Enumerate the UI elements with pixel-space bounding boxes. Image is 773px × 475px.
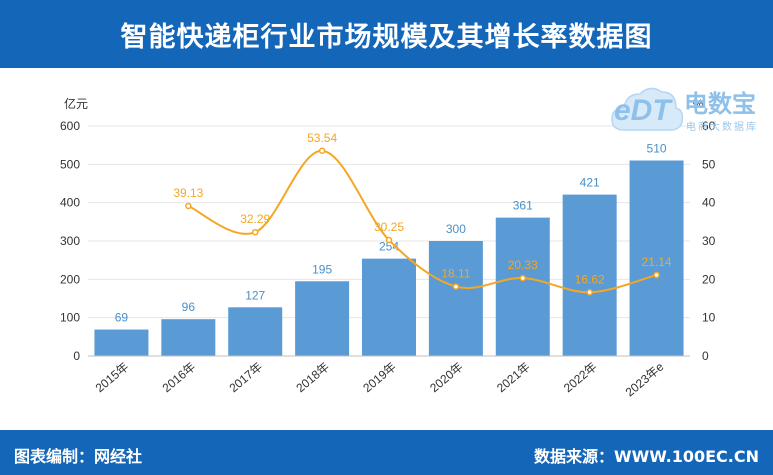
logo-brand: 电数宝 xyxy=(684,90,756,118)
y-right-tick-label: 30 xyxy=(702,234,716,248)
y-right-axis-label: % xyxy=(693,97,704,111)
growth-rate-label: 16.62 xyxy=(575,272,605,286)
bar xyxy=(161,319,216,356)
bar-value-label: 195 xyxy=(312,262,332,276)
bar xyxy=(495,217,550,356)
bar-value-label: 69 xyxy=(115,311,129,325)
x-tick-label: 2020年 xyxy=(427,360,466,396)
y-tick-label: 600 xyxy=(60,119,80,133)
bar-value-label: 300 xyxy=(446,222,466,236)
y-right-tick-label: 50 xyxy=(702,157,716,171)
y-tick-label: 300 xyxy=(60,234,80,248)
bar-value-label: 254 xyxy=(379,240,399,254)
growth-rate-point xyxy=(385,236,393,244)
growth-rate-point xyxy=(519,274,527,282)
growth-rate-point xyxy=(251,228,259,236)
y-tick-label: 0 xyxy=(73,349,80,363)
x-tick-label: 2019年 xyxy=(360,360,399,396)
growth-rate-point xyxy=(586,289,593,296)
data-source: 数据来源：WWW.100EC.CN xyxy=(533,447,759,466)
x-tick-label: 2016年 xyxy=(160,360,199,396)
growth-rate-label: 32.29 xyxy=(240,212,270,226)
x-tick-label: 2022年 xyxy=(561,360,600,396)
bar xyxy=(562,194,617,356)
chart-credit: 图表编制：网经社 xyxy=(14,447,143,466)
y-right-tick-label: 0 xyxy=(702,349,709,363)
growth-rate-line xyxy=(187,149,657,294)
logo: eDT 电数宝 电商大数据库 xyxy=(610,80,770,140)
logo-mark: eDT xyxy=(614,94,671,127)
bar-value-label: 127 xyxy=(245,288,265,302)
y-tick-label: 400 xyxy=(60,196,80,210)
title-banner: 智能快递柜行业市场规模及其增长率数据图 xyxy=(0,0,773,68)
x-tick-label: 2021年 xyxy=(494,360,533,396)
growth-rate-label: 18.11 xyxy=(441,267,470,281)
x-tick-label: 2023年e xyxy=(623,359,667,399)
x-tick-label: 2017年 xyxy=(227,360,266,396)
y-tick-label: 100 xyxy=(60,311,80,325)
growth-rate-label: 21.14 xyxy=(642,255,672,269)
page-title: 智能快递柜行业市场规模及其增长率数据图 xyxy=(120,21,653,53)
growth-rate-label: 39.13 xyxy=(173,186,203,200)
y-right-tick-label: 40 xyxy=(702,196,716,210)
x-tick-label: 2015年 xyxy=(93,360,132,396)
bar-value-label: 361 xyxy=(513,199,533,213)
bar-value-label: 510 xyxy=(647,142,667,156)
footer-banner: 图表编制：网经社 数据来源：WWW.100EC.CN xyxy=(0,430,773,475)
cloud-icon xyxy=(611,87,684,131)
y-right-tick-label: 60 xyxy=(702,119,716,133)
growth-rate-label: 30.25 xyxy=(374,220,404,234)
growth-rate-label: 53.54 xyxy=(307,131,337,145)
bar xyxy=(295,281,350,356)
growth-rate-point xyxy=(452,283,460,290)
y-tick-label: 200 xyxy=(60,272,80,286)
logo-subtitle: 电商大数据库 xyxy=(686,122,758,133)
y-right-tick-label: 10 xyxy=(702,311,716,325)
growth-rate-point xyxy=(185,202,192,210)
growth-rate-point xyxy=(318,147,326,155)
y-right-tick-label: 20 xyxy=(702,272,716,286)
y-tick-label: 500 xyxy=(60,157,80,171)
bar xyxy=(428,241,483,356)
chart: 0 100 200 300 400 500 600 0 10 20 30 40 50 60 亿元 % 69 96 1… xyxy=(60,96,716,399)
growth-rate-point xyxy=(653,271,660,279)
bar-value-label: 96 xyxy=(182,300,196,314)
bar xyxy=(228,307,283,356)
bar xyxy=(629,160,684,356)
bar-value-label: 421 xyxy=(580,176,600,190)
bar xyxy=(94,329,149,356)
y-axis-label: 亿元 xyxy=(64,96,88,111)
bar xyxy=(362,258,416,356)
growth-rate-label: 20.33 xyxy=(508,258,538,272)
x-tick-label: 2018年 xyxy=(293,360,332,396)
